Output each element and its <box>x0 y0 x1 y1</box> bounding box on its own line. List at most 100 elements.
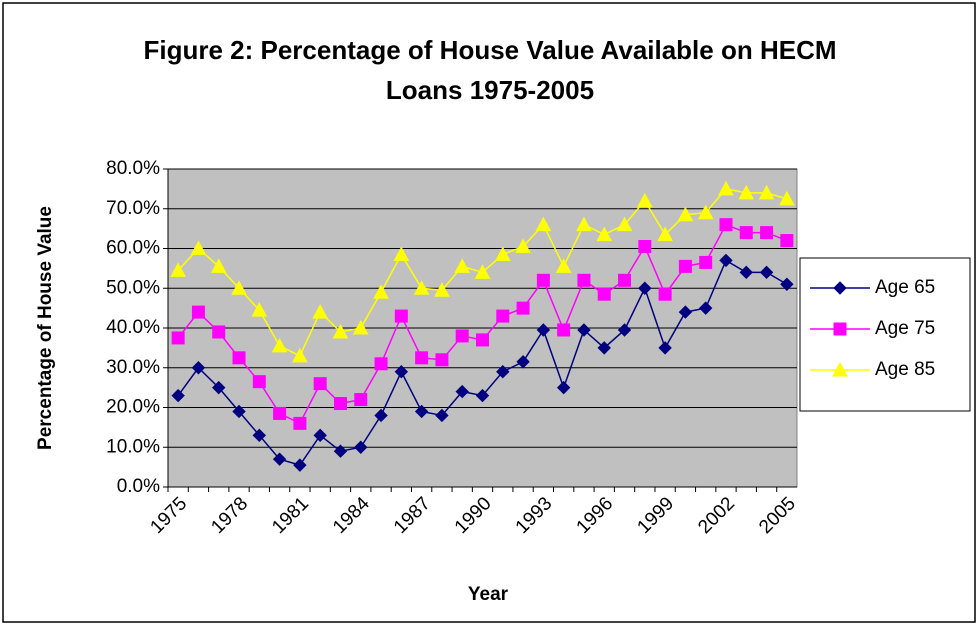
data-point <box>332 323 349 339</box>
data-point <box>374 357 388 371</box>
data-point <box>616 216 633 232</box>
data-point <box>738 184 755 200</box>
data-point <box>252 428 267 443</box>
data-point <box>354 393 368 407</box>
data-point <box>435 408 449 423</box>
data-point <box>699 255 713 269</box>
data-point <box>496 365 510 379</box>
data-point <box>596 226 613 242</box>
data-point <box>373 284 389 299</box>
data-point <box>536 323 551 337</box>
data-point <box>739 265 753 280</box>
data-point <box>333 444 348 458</box>
data-point <box>252 375 266 389</box>
data-point <box>555 258 572 273</box>
data-point <box>516 301 530 315</box>
data-point <box>393 246 410 261</box>
data-point <box>232 404 246 419</box>
data-point <box>535 216 552 232</box>
legend-label: Age 65 <box>875 277 935 298</box>
data-point <box>718 180 734 196</box>
data-point <box>577 273 591 287</box>
data-point <box>515 238 531 254</box>
data-point <box>617 323 632 337</box>
data-point <box>759 265 774 280</box>
data-point <box>516 355 530 369</box>
data-point <box>171 331 185 345</box>
data-point <box>374 408 388 423</box>
data-point <box>678 259 692 273</box>
data-point <box>212 325 226 339</box>
data-point <box>638 240 652 254</box>
data-point <box>190 240 207 255</box>
data-point <box>677 206 694 222</box>
data-point <box>657 226 673 242</box>
data-point <box>536 273 550 287</box>
data-point <box>739 226 753 240</box>
data-point <box>312 304 329 319</box>
data-point <box>698 301 713 315</box>
data-point <box>636 192 653 208</box>
legend-label: Age 85 <box>875 359 935 380</box>
data-point <box>719 218 733 232</box>
data-point <box>758 184 775 200</box>
data-point <box>191 305 205 319</box>
data-point <box>212 380 226 395</box>
data-point <box>354 440 368 454</box>
data-point <box>476 333 489 347</box>
legend-marker <box>832 361 848 377</box>
data-point <box>496 309 510 323</box>
data-point <box>658 287 672 301</box>
data-point <box>597 341 611 355</box>
y-tick-label: 40.0% <box>106 317 160 338</box>
data-point <box>414 404 429 419</box>
legend-marker <box>833 322 847 336</box>
y-tick-label: 20.0% <box>106 397 160 418</box>
data-point <box>394 309 408 323</box>
data-point <box>394 365 409 379</box>
data-point <box>191 361 206 375</box>
data-point <box>760 226 774 240</box>
data-point <box>556 380 571 395</box>
data-point <box>251 302 268 317</box>
y-tick-label: 60.0% <box>106 238 160 259</box>
data-point <box>678 305 693 319</box>
y-axis-title: Percentage of House Value <box>35 206 56 450</box>
data-point <box>273 406 287 420</box>
data-point <box>576 216 592 232</box>
data-point <box>779 190 795 206</box>
data-point <box>454 258 471 273</box>
data-point <box>577 323 591 337</box>
data-point <box>719 253 733 268</box>
data-point <box>557 323 571 337</box>
data-point <box>170 262 186 277</box>
data-point <box>474 264 491 279</box>
data-point <box>293 416 307 430</box>
y-tick-label: 80.0% <box>106 158 160 179</box>
data-point <box>352 319 369 335</box>
data-point <box>658 341 672 355</box>
data-point <box>697 204 714 220</box>
legend-label: Age 75 <box>875 318 935 339</box>
data-point <box>231 280 247 295</box>
x-axis-title: Year <box>468 584 509 605</box>
data-point <box>415 351 429 365</box>
data-point <box>313 428 327 443</box>
legend-marker <box>833 281 847 295</box>
data-point <box>434 282 450 297</box>
data-point <box>455 329 469 343</box>
data-point <box>435 353 449 367</box>
data-point <box>210 258 227 273</box>
data-point <box>618 273 632 287</box>
y-tick-label: 70.0% <box>106 198 160 219</box>
data-point <box>475 388 490 403</box>
y-tick-label: 0.0% <box>117 476 160 497</box>
data-point <box>780 234 794 248</box>
data-point <box>455 384 469 399</box>
y-tick-label: 50.0% <box>106 277 160 298</box>
data-point <box>413 280 430 295</box>
data-point <box>313 377 327 391</box>
data-point <box>292 347 308 363</box>
y-tick-label: 30.0% <box>106 357 160 378</box>
